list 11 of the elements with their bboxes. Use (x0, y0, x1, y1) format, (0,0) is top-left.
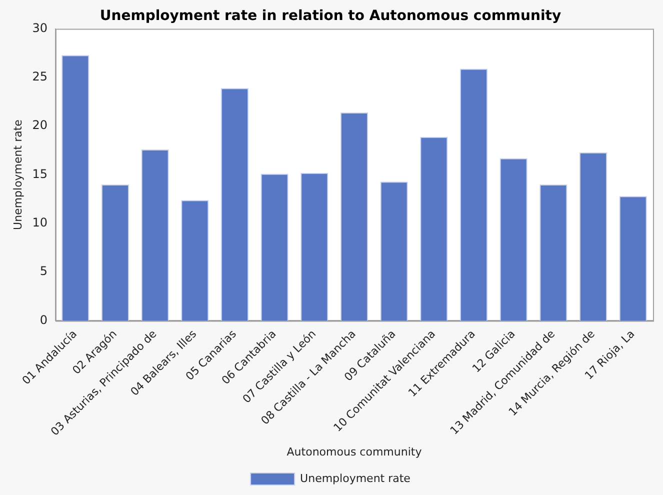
y-axis-title: Unemployment rate (11, 119, 24, 230)
y-tick-label: 10 (32, 216, 48, 230)
y-tick-label: 5 (40, 264, 48, 278)
legend-label: Unemployment rate (300, 472, 411, 485)
x-axis-title: Autonomous community (286, 445, 422, 458)
y-tick-label: 15 (32, 166, 48, 181)
y-tick-label: 30 (32, 20, 48, 35)
y-tick-label: 0 (40, 312, 48, 327)
y-tick-label: 20 (32, 118, 48, 132)
y-tick-label: 25 (32, 70, 48, 84)
chart-title: Unemployment rate in relation to Autonomous community (100, 8, 562, 24)
